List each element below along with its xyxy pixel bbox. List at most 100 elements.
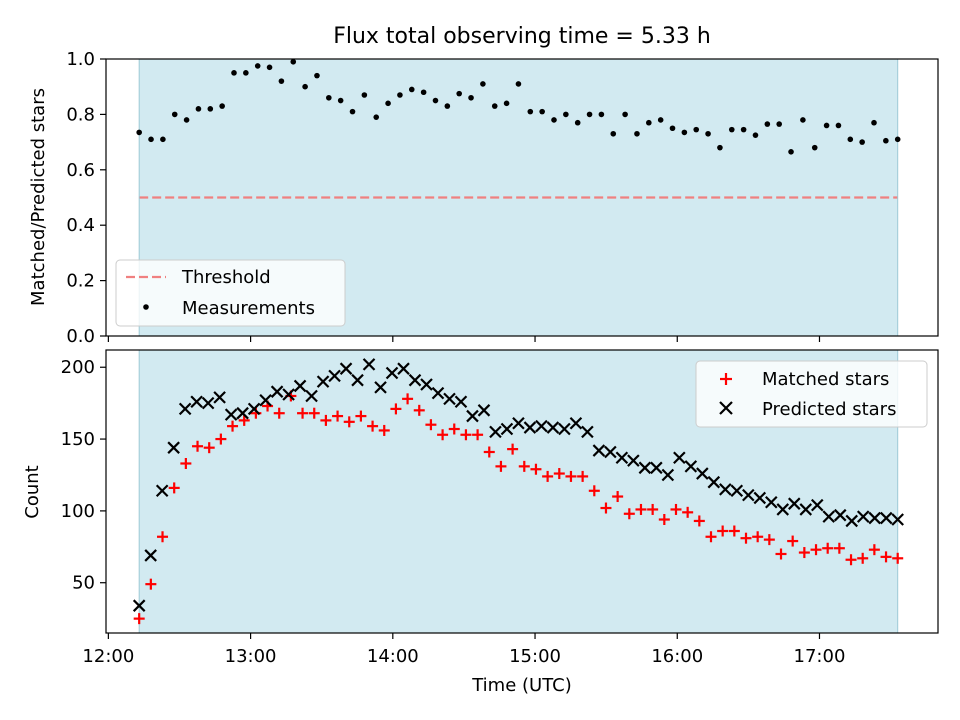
matched-star-point (238, 414, 250, 426)
matched-star-point (472, 429, 484, 441)
matched-star-point (798, 547, 810, 559)
measurement-point (243, 70, 249, 76)
x-tick-label: 17:00 (794, 646, 846, 667)
predicted-star-point (765, 495, 778, 509)
matched-star-point (775, 548, 787, 560)
matched-star-point (518, 460, 530, 472)
measurement-point (610, 130, 617, 137)
top-legend-box (115, 259, 346, 327)
bottom-legend: Matched stars Predicted stars (695, 360, 928, 428)
measurement-point (361, 92, 368, 98)
predicted-star-point (879, 511, 893, 525)
matched-star-point (157, 531, 169, 543)
matched-star-point (658, 514, 670, 526)
measurement-point (171, 111, 178, 118)
predicted-star-point (282, 388, 295, 401)
predicted-star-point (167, 441, 180, 454)
matched-star-point (553, 468, 565, 480)
predicted-star-point (190, 395, 203, 408)
matched-star-point (577, 470, 589, 482)
measurement-point (432, 97, 439, 104)
measurement-point (728, 126, 735, 133)
top-y-axis-label: Matched/Predicted stars (28, 88, 49, 306)
measurement-point (266, 64, 273, 71)
measurement-point (835, 122, 842, 129)
measurement-point (302, 83, 308, 90)
matched-star-point (693, 515, 705, 527)
predicted-star-point (615, 451, 629, 465)
measurement-point (717, 144, 723, 151)
predicted-star-point (558, 422, 571, 436)
measurement-point (823, 122, 830, 129)
measurement-point (231, 70, 237, 76)
matched-star-point (133, 613, 145, 625)
matched-star-point (705, 531, 717, 543)
measurement-point (551, 117, 557, 123)
bottom-y-tick-label: 200 (61, 357, 95, 378)
matched-star-point (845, 554, 857, 566)
matched-star-point (857, 552, 869, 564)
matched-star-point (623, 508, 635, 520)
top-panel: 0.0 0.2 0.4 0.6 0.8 1.0 Matched/Predicted sta… (28, 49, 939, 347)
measurement-point (337, 97, 344, 104)
predicted-star-point (868, 511, 881, 525)
top-y-tick-label: 0.8 (66, 104, 95, 125)
predicted-star-point (753, 491, 767, 505)
predicted-star-point (523, 421, 537, 434)
measurement-point (705, 130, 711, 137)
predicted-star-point (707, 475, 721, 489)
measurement-point (397, 92, 403, 98)
predicted-star-point (845, 514, 859, 528)
matched-star-point (833, 542, 845, 554)
measurement-point (527, 108, 534, 115)
x-axis-label: Time (UTC) (471, 675, 572, 696)
bottom-legend-box (695, 360, 928, 428)
measurement-point (195, 106, 202, 112)
predicted-star-point (305, 389, 318, 403)
bottom-y-tick-label: 100 (61, 501, 95, 522)
matched-star-point (215, 433, 227, 445)
predicted-star-point (500, 422, 514, 436)
matched-star-point (880, 551, 892, 563)
measurement-point (871, 119, 877, 126)
measurement-point (183, 117, 190, 123)
measurement-point (290, 58, 297, 65)
predicted-star-point (201, 396, 215, 410)
measurement-point (681, 129, 688, 136)
predicted-star-point (512, 416, 525, 430)
predicted-star-point (213, 391, 226, 404)
matched-star-point (332, 410, 344, 422)
chart-title: Flux total observing time = 5.33 h (333, 24, 711, 49)
predicted-star-points (132, 358, 904, 612)
measurements-legend-icon (143, 304, 149, 310)
matched-star-point (343, 416, 355, 428)
measurement-point (752, 132, 759, 138)
measurement-point (657, 117, 664, 123)
matched-legend-label: Matched stars (762, 369, 889, 390)
predicted-star-point (650, 461, 663, 475)
matched-star-point (647, 503, 659, 515)
predicted-star-point (730, 484, 744, 498)
measurement-point (278, 78, 285, 84)
measurement-point (539, 108, 545, 115)
matched-star-point (378, 424, 390, 436)
bottom-x-axis: 12:00 13:00 14:00 15:00 16:00 17:00 (82, 633, 845, 667)
measurement-point (207, 106, 214, 112)
measurement-point (894, 136, 901, 143)
measurement-point (148, 136, 154, 143)
bottom-axes-frame (105, 349, 939, 634)
measurement-point (847, 136, 854, 143)
matched-star-points (133, 350, 904, 633)
top-axes-frame (105, 58, 939, 337)
measurement-point (349, 108, 356, 115)
predicted-star-point (374, 381, 387, 394)
matched-star-point (682, 506, 694, 518)
predicted-star-point (673, 451, 686, 465)
predicted-star-point (787, 497, 801, 510)
measurement-point (800, 117, 806, 123)
predicted-star-point (397, 362, 410, 375)
matched-star-point (273, 407, 285, 419)
measurement-point (420, 89, 427, 96)
matched-star-point (507, 443, 519, 455)
predicted-legend-icon (719, 401, 733, 415)
